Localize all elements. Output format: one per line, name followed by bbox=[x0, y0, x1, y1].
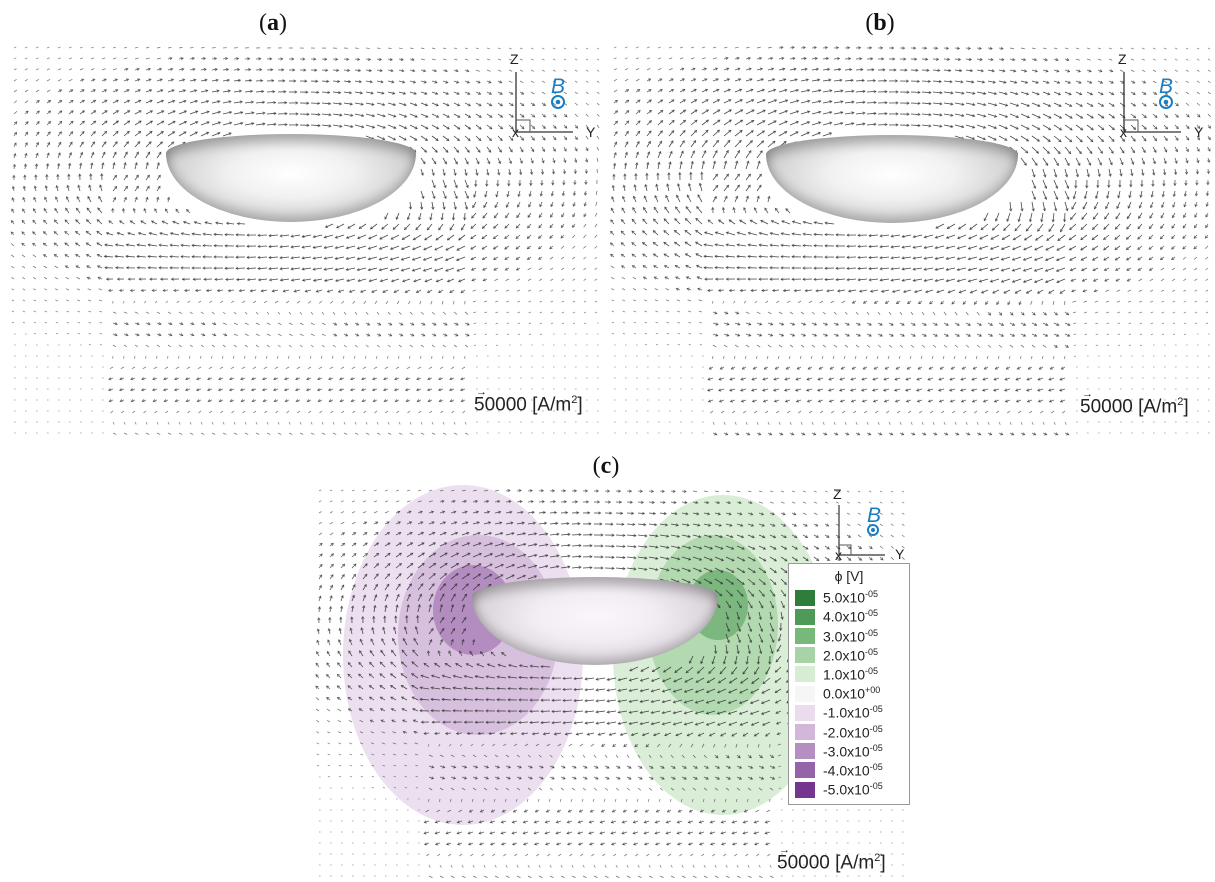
scale-arrow-icon: → bbox=[476, 386, 487, 398]
legend-entry: -4.0x10-05 bbox=[795, 761, 883, 780]
legend-entry: -1.0x10-05 bbox=[795, 703, 883, 722]
legend-entry: -2.0x10-05 bbox=[795, 722, 883, 741]
current-density-panel-a: x Z Y B → 50000 [A/m2] bbox=[8, 42, 604, 440]
magnetic-field-label: B bbox=[867, 504, 881, 527]
magnetic-field-label: B bbox=[551, 75, 565, 98]
legend-swatch bbox=[795, 762, 815, 779]
legend-entry: 1.0x10-05 bbox=[795, 665, 878, 684]
scale-legend: → 50000 [A/m2] bbox=[777, 844, 886, 874]
legend-label: -1.0x10-05 bbox=[823, 704, 883, 722]
z-axis-label: Z bbox=[1118, 51, 1127, 67]
legend-swatch bbox=[795, 685, 815, 702]
panel-label-b: (b) bbox=[865, 10, 895, 36]
y-axis-label: Y bbox=[1194, 124, 1204, 140]
coordinate-axes: x Z Y B bbox=[833, 487, 905, 563]
legend-label: -3.0x10-05 bbox=[823, 742, 883, 760]
legend-label: 2.0x10-05 bbox=[823, 646, 879, 664]
legend-label: 5.0x10-05 bbox=[823, 589, 879, 606]
potential-and-current-field bbox=[315, 485, 905, 878]
scale-legend: → 50000 [A/m2] bbox=[1080, 388, 1189, 418]
legend-label: -5.0x10-05 bbox=[823, 781, 883, 798]
magnetic-field-label: B bbox=[1159, 75, 1173, 98]
legend-title: ϕ [V] bbox=[834, 568, 864, 584]
legend-swatch bbox=[795, 781, 815, 798]
legend-label: -4.0x10-05 bbox=[823, 761, 883, 779]
z-axis-label: Z bbox=[510, 51, 519, 67]
panel-label-c: (c) bbox=[592, 453, 620, 479]
legend-swatch bbox=[795, 608, 815, 625]
legend-swatch bbox=[795, 589, 815, 606]
svg-text:x: x bbox=[512, 124, 519, 140]
y-axis-label: Y bbox=[895, 546, 905, 562]
legend-swatch bbox=[795, 666, 815, 683]
potential-colorbar-legend: ϕ [V] 5.0x10-05 4.0x10-05 3.0x10-05 2.0x10-… bbox=[788, 563, 910, 805]
legend-entry: 4.0x10-05 bbox=[795, 607, 878, 626]
legend-swatch bbox=[795, 704, 815, 721]
field-out-of-page-icon bbox=[1159, 95, 1173, 109]
z-axis-label: Z bbox=[833, 487, 842, 502]
coordinate-axes: x Z Y B bbox=[510, 51, 596, 140]
scale-arrow-icon: → bbox=[1082, 388, 1093, 400]
current-density-vector-field bbox=[10, 46, 600, 435]
legend-entry: 3.0x10-05 bbox=[795, 626, 878, 645]
current-density-vector-field bbox=[609, 46, 1211, 436]
scale-legend: → 50000 [A/m2] bbox=[474, 386, 583, 416]
legend-label: 3.0x10-05 bbox=[823, 627, 879, 645]
legend-entry: 0.0x10+00 bbox=[795, 684, 880, 703]
vector-arrows bbox=[10, 46, 600, 435]
legend-label: 0.0x10+00 bbox=[823, 685, 881, 702]
legend-swatch bbox=[795, 647, 815, 664]
potential-panel-c: x Z Y B ϕ [V] 5.0x10-05 4.0x10-05 3.0x10-0… bbox=[313, 485, 911, 882]
current-density-panel-b: x Z Y B → 50000 [A/m2] bbox=[608, 42, 1212, 440]
field-out-of-page-icon bbox=[551, 95, 565, 109]
legend-swatch bbox=[795, 743, 815, 760]
legend-swatch bbox=[795, 627, 815, 644]
scale-arrow-icon: → bbox=[779, 844, 790, 856]
legend-entry: 2.0x10-05 bbox=[795, 646, 878, 665]
svg-text:x: x bbox=[1120, 124, 1127, 140]
legend-entry: 5.0x10-05 bbox=[795, 588, 878, 607]
legend-entry: -5.0x10-05 bbox=[795, 780, 883, 799]
panel-label-a: (a) bbox=[259, 10, 287, 36]
legend-label: 4.0x10-05 bbox=[823, 608, 879, 626]
legend-entry: -3.0x10-05 bbox=[795, 742, 883, 761]
legend-label: 1.0x10-05 bbox=[823, 665, 879, 683]
coordinate-axes: x Z Y B bbox=[1118, 51, 1204, 140]
field-out-of-page-icon bbox=[867, 524, 879, 536]
legend-swatch bbox=[795, 723, 815, 740]
legend-label: -2.0x10-05 bbox=[823, 723, 883, 741]
y-axis-label: Y bbox=[586, 124, 596, 140]
vector-arrows bbox=[609, 46, 1211, 436]
